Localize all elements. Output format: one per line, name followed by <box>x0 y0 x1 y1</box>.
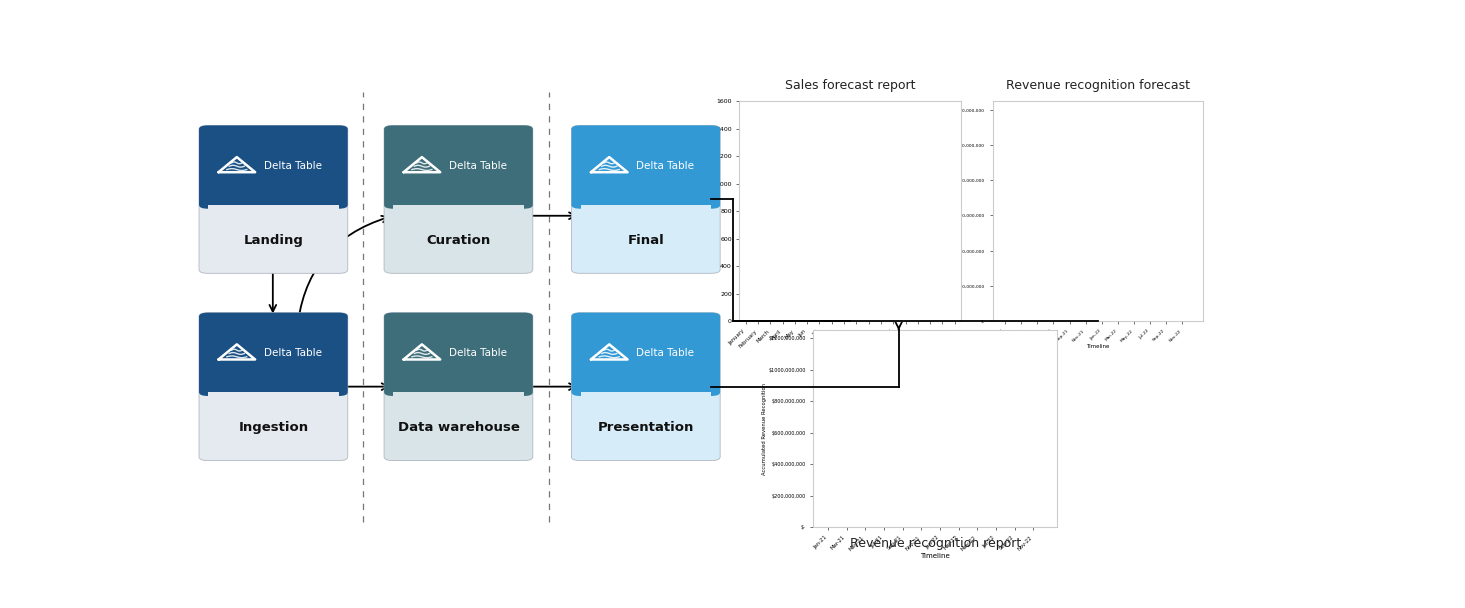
FancyBboxPatch shape <box>571 125 721 209</box>
FancyBboxPatch shape <box>384 313 533 461</box>
FancyBboxPatch shape <box>571 313 721 396</box>
Bar <box>208 392 338 400</box>
Text: Revenue recognition forecast: Revenue recognition forecast <box>1005 78 1190 92</box>
Text: Delta Table: Delta Table <box>264 348 322 358</box>
Bar <box>393 392 524 400</box>
Text: Revenue recognition report: Revenue recognition report <box>850 537 1021 550</box>
Bar <box>208 205 338 213</box>
FancyBboxPatch shape <box>384 125 533 274</box>
FancyBboxPatch shape <box>199 125 347 209</box>
Text: Presentation: Presentation <box>598 421 694 434</box>
FancyBboxPatch shape <box>199 313 347 396</box>
FancyBboxPatch shape <box>384 313 533 396</box>
Bar <box>208 174 338 205</box>
Text: Delta Table: Delta Table <box>264 161 322 170</box>
Bar <box>393 205 524 213</box>
FancyBboxPatch shape <box>199 313 347 461</box>
Text: Sales forecast report: Sales forecast report <box>785 78 916 92</box>
Text: Delta Table: Delta Table <box>450 348 507 358</box>
Text: Ingestion: Ingestion <box>239 421 309 434</box>
Bar <box>208 362 338 392</box>
Bar <box>580 392 711 400</box>
Text: Landing: Landing <box>243 234 303 247</box>
FancyBboxPatch shape <box>384 125 533 209</box>
Text: Delta Table: Delta Table <box>636 161 694 170</box>
Bar <box>580 362 711 392</box>
Text: Curation: Curation <box>426 234 491 247</box>
Text: Delta Table: Delta Table <box>450 161 507 170</box>
FancyBboxPatch shape <box>199 125 347 274</box>
Text: Final: Final <box>627 234 664 247</box>
FancyBboxPatch shape <box>571 313 721 461</box>
Bar <box>580 174 711 205</box>
Bar <box>580 205 711 213</box>
Text: Delta Table: Delta Table <box>636 348 694 358</box>
FancyBboxPatch shape <box>571 125 721 274</box>
Bar <box>393 174 524 205</box>
Bar <box>393 362 524 392</box>
Bar <box>813 331 1058 527</box>
Bar <box>740 101 961 321</box>
Text: Data warehouse: Data warehouse <box>397 421 520 434</box>
Bar <box>993 101 1203 321</box>
